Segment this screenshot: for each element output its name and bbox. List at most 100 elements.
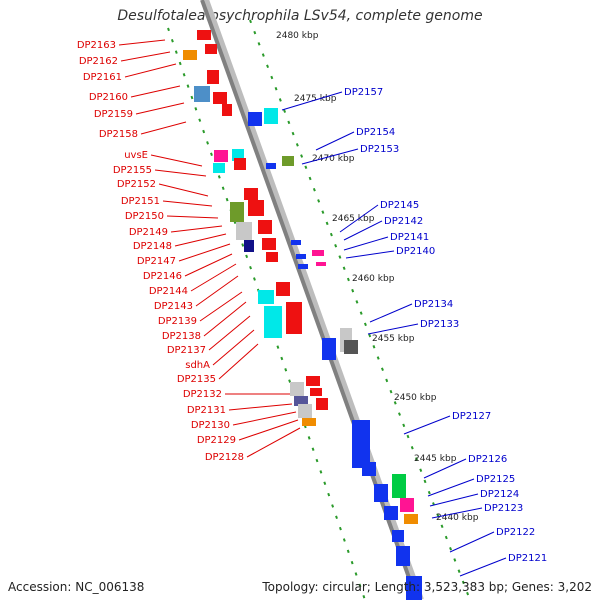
- left-gene-label: DP2144: [149, 286, 188, 297]
- left-gene-leader-line: [162, 200, 213, 207]
- left-gene-label: DP2138: [162, 331, 201, 342]
- left-gene-leader-line: [135, 102, 185, 115]
- right-gene-leader-line: [281, 91, 343, 111]
- right-gene-label: DP2126: [468, 454, 507, 465]
- right-gene-label: DP2157: [344, 87, 383, 98]
- gene-feature-block: [298, 264, 308, 269]
- left-gene-label: DP2143: [154, 301, 193, 312]
- gene-feature-block: [264, 108, 278, 124]
- left-gene-label: DP2129: [197, 435, 236, 446]
- right-gene-leader-line: [459, 557, 507, 577]
- gene-feature-block: [266, 163, 276, 169]
- gene-feature-block: [258, 290, 274, 304]
- left-gene-label: DP2137: [167, 345, 206, 356]
- right-gene-leader-line: [369, 303, 413, 323]
- gene-feature-block: [298, 404, 312, 418]
- kbp-position-label: 2460 kbp: [352, 274, 395, 284]
- right-gene-label: DP2154: [356, 127, 395, 138]
- gene-feature-block: [222, 104, 232, 116]
- left-gene-leader-line: [118, 39, 166, 46]
- gene-feature-block: [296, 254, 306, 259]
- right-gene-label: DP2127: [452, 411, 491, 422]
- right-gene-label: DP2142: [384, 216, 423, 227]
- right-gene-leader-line: [431, 507, 483, 519]
- right-gene-label: DP2140: [396, 246, 435, 257]
- kbp-position-label: 2465 kbp: [332, 214, 375, 224]
- right-gene-label: DP2133: [420, 319, 459, 330]
- gene-feature-block: [312, 250, 324, 256]
- left-gene-leader-line: [228, 403, 293, 411]
- left-gene-label: DP2162: [79, 56, 118, 67]
- right-gene-leader-line: [339, 204, 379, 233]
- gene-feature-block: [236, 222, 252, 240]
- gene-feature-block: [404, 514, 418, 524]
- gene-feature-block: [194, 86, 210, 102]
- right-gene-label: DP2141: [390, 232, 429, 243]
- left-gene-label: DP2159: [94, 109, 133, 120]
- right-gene-leader-line: [423, 458, 467, 479]
- left-gene-leader-line: [199, 291, 243, 322]
- left-gene-leader-line: [130, 85, 181, 98]
- left-gene-label: sdhA: [185, 360, 210, 371]
- kbp-position-label: 2440 kbp: [436, 513, 479, 523]
- gene-feature-block: [406, 576, 422, 600]
- left-gene-label: DP2132: [183, 389, 222, 400]
- outer-tick-track: [249, 19, 471, 600]
- gene-feature-block: [258, 220, 272, 234]
- left-gene-leader-line: [178, 243, 231, 262]
- right-gene-leader-line: [315, 131, 355, 151]
- left-gene-label: DP2158: [99, 129, 138, 140]
- left-gene-leader-line: [208, 315, 251, 351]
- gene-feature-block: [213, 163, 225, 173]
- left-gene-label: uvsE: [124, 150, 148, 161]
- left-gene-label: DP2149: [129, 227, 168, 238]
- right-gene-leader-line: [345, 250, 395, 259]
- right-gene-leader-line: [427, 478, 475, 497]
- gene-feature-block: [396, 546, 410, 566]
- genome-stats-footer: Topology: circular; Length: 3,523,383 bp…: [262, 580, 592, 594]
- left-gene-leader-line: [190, 263, 237, 292]
- gene-feature-block: [344, 340, 358, 354]
- left-gene-leader-line: [218, 343, 259, 380]
- gene-feature-block: [374, 484, 388, 502]
- gene-feature-block: [248, 112, 262, 126]
- right-gene-leader-line: [343, 220, 383, 241]
- right-gene-leader-line: [403, 415, 451, 435]
- gene-feature-block: [352, 420, 370, 468]
- gene-feature-block: [322, 338, 336, 360]
- right-gene-label: DP2134: [414, 299, 453, 310]
- left-gene-label: DP2128: [205, 452, 244, 463]
- gene-feature-block: [205, 44, 217, 54]
- gene-feature-block: [197, 30, 211, 40]
- gene-feature-block: [264, 306, 282, 338]
- accession-footer: Accession: NC_006138: [8, 580, 145, 594]
- gene-feature-block: [183, 50, 197, 60]
- left-gene-label: DP2131: [187, 405, 226, 416]
- gene-feature-block: [400, 498, 414, 512]
- gene-feature-block: [310, 388, 322, 396]
- gene-feature-block: [316, 262, 326, 266]
- left-gene-leader-line: [120, 51, 171, 62]
- gene-feature-block: [362, 462, 376, 476]
- right-gene-label: DP2121: [508, 553, 547, 564]
- gene-feature-block: [316, 398, 328, 410]
- kbp-position-label: 2445 kbp: [414, 454, 457, 464]
- gene-feature-block: [302, 418, 316, 426]
- left-gene-leader-line: [150, 154, 203, 167]
- left-gene-leader-line: [184, 253, 233, 277]
- left-gene-label: DP2155: [113, 165, 152, 176]
- left-gene-leader-line: [212, 329, 255, 366]
- gene-feature-block: [384, 506, 398, 520]
- right-gene-label: DP2124: [480, 489, 519, 500]
- gene-feature-block: [230, 202, 244, 222]
- left-gene-label: DP2161: [83, 72, 122, 83]
- right-gene-leader-line: [301, 148, 359, 165]
- gene-feature-block: [262, 238, 276, 250]
- left-gene-leader-line: [124, 63, 177, 78]
- left-gene-leader-line: [246, 427, 301, 458]
- gene-feature-block: [244, 188, 258, 200]
- left-gene-label: DP2151: [121, 196, 160, 207]
- left-gene-label: DP2139: [158, 316, 197, 327]
- kbp-position-label: 2450 kbp: [394, 393, 437, 403]
